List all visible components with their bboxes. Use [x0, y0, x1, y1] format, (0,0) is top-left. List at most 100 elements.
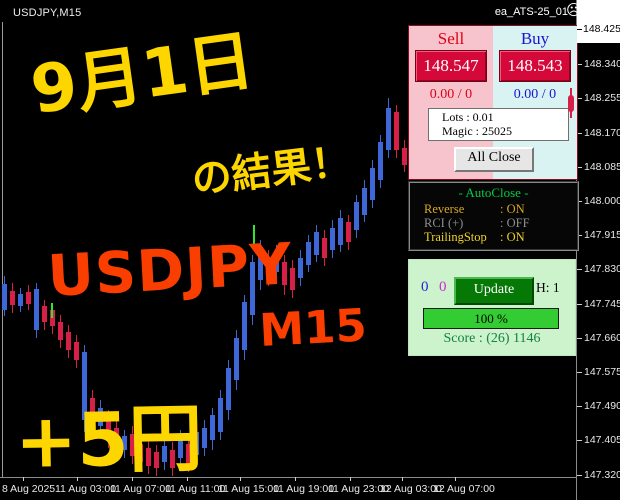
price-label: 147.915: [584, 229, 620, 241]
candle-body: [218, 398, 223, 432]
price-marker: [568, 95, 574, 112]
autoclose-title: - AutoClose -: [458, 185, 529, 200]
candle-body: [338, 218, 343, 245]
price-label: 147.660: [584, 332, 620, 344]
candle-body: [42, 306, 47, 322]
time-tick: [402, 477, 403, 481]
candle-body: [330, 228, 335, 250]
autoclose-row-label: Reverse: [424, 202, 465, 216]
candle-body: [282, 262, 287, 285]
price-label: 147.320: [584, 469, 620, 481]
price-tick: [577, 338, 582, 339]
time-label: 11 Aug 19:00: [273, 483, 335, 495]
candle-body: [290, 268, 295, 290]
price-tick: [577, 201, 582, 202]
trade-marker: [253, 225, 255, 250]
time-tick: [350, 477, 351, 481]
candle-body: [26, 292, 31, 304]
time-axis-line: [0, 477, 577, 478]
sell-stat: 0.00 / 0: [429, 87, 473, 102]
progress-bar: 100 %: [423, 308, 559, 329]
autoclose-row-value: : ON: [500, 202, 525, 216]
price-label: 148.170: [584, 127, 620, 139]
candle-body: [146, 448, 151, 466]
price-tick: [577, 406, 582, 407]
buy-label: Buy: [520, 29, 550, 48]
time-label: 12 Aug 07:00: [433, 483, 495, 495]
candle-body: [394, 112, 399, 150]
price-tick: [577, 98, 582, 99]
candle-body: [130, 434, 135, 456]
overlay-profit-text: +5円: [14, 395, 204, 485]
chart-left-border: [2, 22, 3, 477]
candle-body: [2, 284, 7, 310]
lots-line: Lots : 0.01: [442, 110, 494, 124]
candle-body: [274, 252, 279, 272]
candle-body: [210, 415, 215, 440]
time-label: 11 Aug 15:00: [218, 483, 280, 495]
candle-body: [378, 142, 383, 180]
candle-body: [186, 444, 191, 464]
buy-stat: 0.00 / 0: [513, 87, 557, 102]
magic-line: Magic : 25025: [442, 124, 512, 138]
trade-marker: [51, 303, 53, 318]
buy-price-button[interactable]: 148.543: [499, 50, 571, 82]
candle-body: [34, 289, 39, 330]
candle-body: [162, 446, 167, 462]
autoclose-row: Reverse : ON: [424, 202, 525, 217]
price-label: 148.340: [584, 58, 620, 70]
candle-body: [138, 444, 143, 462]
candle-body: [122, 436, 127, 450]
time-tick: [23, 477, 24, 481]
price-tick: [577, 372, 582, 373]
candle-body: [266, 258, 271, 278]
candle-body: [362, 188, 367, 215]
time-label: 11 Aug 23:00: [328, 483, 390, 495]
price-tick: [577, 64, 582, 65]
time-label: 12 Aug 03:00: [380, 483, 442, 495]
candle-body: [346, 222, 351, 242]
autoclose-panel: - AutoClose - Reverse: ON RCI (+): OFF Tra…: [408, 181, 579, 251]
all-close-button[interactable]: All Close: [454, 147, 534, 172]
price-tick: [577, 475, 582, 476]
autoclose-row: RCI (+): OFF: [424, 216, 530, 231]
candle-body: [354, 202, 359, 230]
candle-body: [114, 428, 119, 452]
update-panel: 0 0 Update H: 1 100 % Score : (26) 1146: [408, 259, 576, 356]
time-tick: [240, 477, 241, 481]
candle-body: [66, 332, 71, 350]
price-tick: [577, 133, 582, 134]
autoclose-row-value: : ON: [500, 230, 525, 244]
price-label: 148.000: [584, 195, 620, 207]
price-tick: [577, 304, 582, 305]
ea-name-label: ea_ATS-25_01: [494, 6, 568, 18]
overlay-symbol-text: USDJPY: [46, 231, 295, 310]
time-label: 11 Aug 03:00: [55, 483, 117, 495]
time-tick: [132, 477, 133, 481]
candle-body: [170, 450, 175, 468]
time-tick: [187, 477, 188, 481]
price-tick: [577, 269, 582, 270]
candle-body: [154, 452, 159, 468]
count-magenta: 0: [439, 279, 447, 295]
time-tick: [455, 477, 456, 481]
candle-body: [10, 291, 15, 305]
price-axis-corner-patch: 148.425: [577, 0, 620, 43]
candle-body: [98, 408, 103, 426]
update-button[interactable]: Update: [454, 277, 534, 305]
candle-body: [322, 238, 327, 258]
candle-body: [242, 302, 247, 350]
candle-body: [306, 242, 311, 265]
overlay-timeframe-text: M15: [258, 298, 369, 357]
h-value-label: H: 1: [536, 280, 560, 295]
candle-body: [258, 248, 263, 280]
price-tick: [577, 235, 582, 236]
candle-body: [226, 368, 231, 410]
candle-body: [106, 418, 111, 440]
sell-price-button[interactable]: 148.547: [415, 50, 487, 82]
trade-panel: Sell Buy 148.547 148.543 0.00 / 0 0.00 /…: [408, 25, 578, 180]
time-tick: [295, 477, 296, 481]
candle-body: [74, 342, 79, 360]
candle-body: [250, 262, 255, 315]
